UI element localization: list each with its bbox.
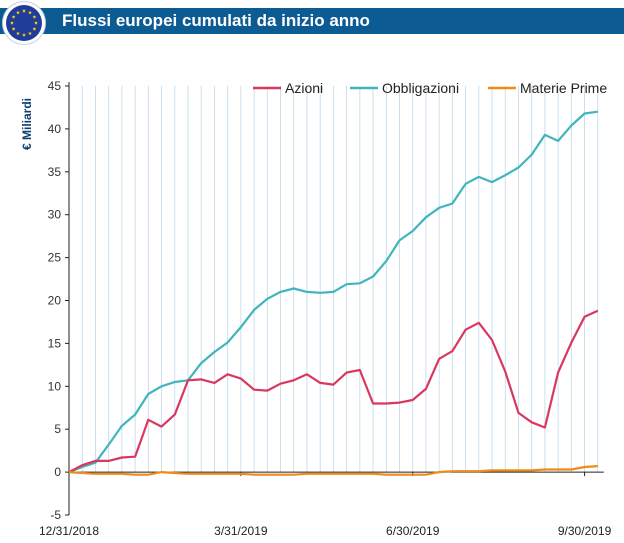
x-tick-label: 9/30/2019: [558, 524, 612, 538]
y-tick-label: 35: [48, 165, 62, 179]
series-lines: [68, 110, 599, 476]
eu-star: [11, 15, 16, 19]
eu-star: [11, 27, 16, 31]
y-tick-label: 5: [54, 422, 61, 436]
y-tick-label: 10: [48, 379, 62, 393]
y-tick-label: 40: [48, 122, 62, 136]
eu-flag-graphic: [6, 5, 42, 41]
y-tick-label: -5: [50, 508, 61, 522]
legend-entry: Materie Prime: [520, 80, 607, 96]
series-line-azioni: [68, 309, 599, 474]
eu-star: [10, 21, 14, 25]
y-tick-label: 25: [48, 251, 62, 265]
y-tick-label: 0: [54, 465, 61, 479]
x-tick-label: 6/30/2019: [386, 524, 440, 538]
eu-star: [22, 33, 26, 37]
eu-star: [22, 9, 26, 13]
eu-star: [32, 27, 37, 31]
legend: Azioni Obbligazioni Materie Prime: [253, 80, 607, 96]
eu-star: [16, 31, 20, 36]
y-axis: -5 0 5 10 15 20 25 30 35 40 45: [48, 79, 70, 522]
legend-entry: Azioni: [285, 80, 323, 96]
eu-star: [32, 15, 37, 19]
y-axis-label: € Miliardi: [20, 98, 34, 150]
eu-star: [28, 31, 32, 36]
page-title: Flussi europei cumulati da inizio anno: [62, 11, 370, 30]
legend-entry: Obbligazioni: [382, 80, 459, 96]
x-axis: 12/31/2018 3/31/2019 6/30/2019 9/30/2019: [39, 472, 612, 538]
y-tick-label: 30: [48, 208, 62, 222]
y-tick-label: 15: [48, 336, 62, 350]
eu-flag-icon: [3, 2, 45, 44]
series-line-materie-prime: [68, 465, 598, 476]
y-tick-label: 20: [48, 294, 62, 308]
eu-star: [16, 10, 20, 15]
x-tick-label: 3/31/2019: [214, 524, 268, 538]
chart-grid: [81, 86, 599, 473]
eu-star: [28, 10, 32, 15]
series-line-obbligazioni: [68, 110, 598, 474]
y-tick-label: 45: [48, 79, 62, 93]
eu-flag-disc: [6, 5, 42, 41]
eu-stars: [10, 9, 38, 37]
x-tick-label: 12/31/2018: [39, 524, 99, 538]
header-bar: Flussi europei cumulati da inizio anno: [0, 8, 624, 34]
eu-star: [34, 21, 38, 25]
